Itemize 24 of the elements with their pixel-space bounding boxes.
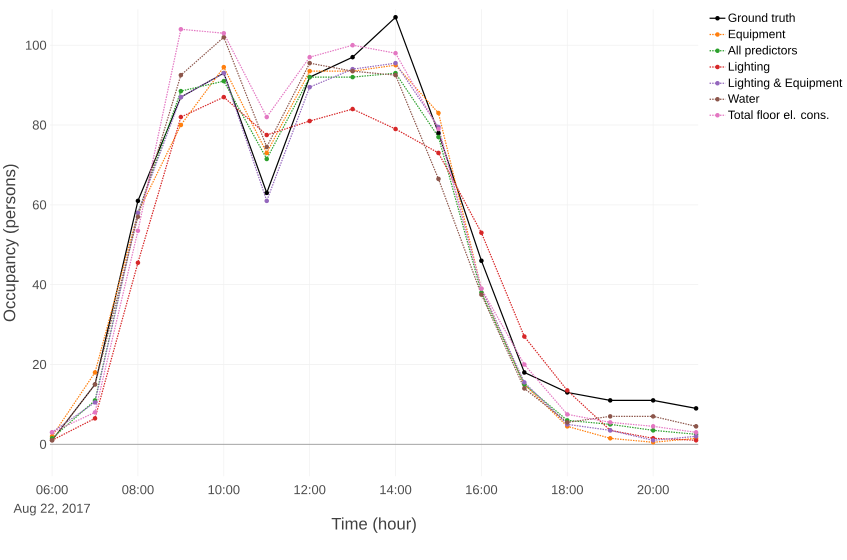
y-tick-label: 100: [26, 40, 46, 50]
x-tick-label: 14:00: [380, 485, 412, 494]
legend-label: Lighting: [728, 62, 770, 74]
y-tick-label: 40: [32, 280, 46, 290]
x-tick-label: 20:00: [638, 485, 669, 494]
y-tick-label: 0: [40, 440, 46, 449]
text: Aug 22, 2017: [14, 504, 90, 516]
legend-label: Equipment: [728, 29, 786, 41]
legend-label: Total floor el. cons.: [728, 110, 828, 120]
x-tick-label: 18:00: [552, 485, 584, 494]
x-tick-label: 10:00: [208, 485, 240, 494]
y-tick-label: 60: [32, 200, 46, 210]
legend-label: Water: [728, 94, 760, 103]
legend-label: Lighting & Equipment: [728, 78, 842, 90]
x-tick-label: 06:00: [36, 485, 68, 494]
y-tick-label: 80: [32, 120, 46, 130]
x-axis-title: Time (hour): [332, 517, 416, 533]
legend-label: All predictors: [728, 46, 798, 57]
y-tick-label: 20: [32, 360, 46, 370]
legend-label: Ground truth: [728, 13, 795, 22]
x-tick-label: 12:00: [294, 485, 326, 494]
y-axis-title: Occupancy (persons): [3, 164, 19, 322]
x-tick-label: 16:00: [466, 485, 498, 494]
x-tick-label: 08:00: [122, 485, 154, 494]
